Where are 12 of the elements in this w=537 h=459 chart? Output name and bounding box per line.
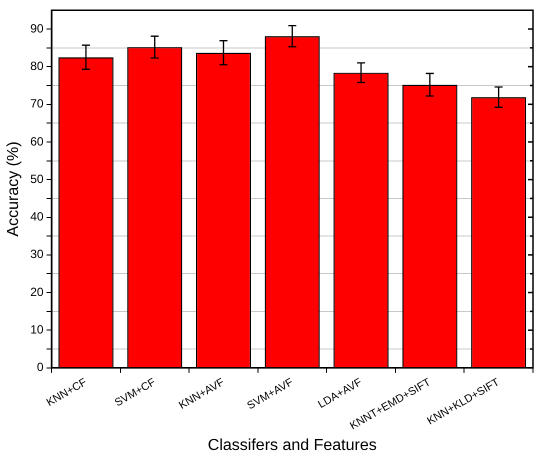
y-tick-label: 60 — [30, 134, 44, 148]
y-axis-title: Accuracy (%) — [5, 141, 22, 237]
y-tick-label: 10 — [30, 322, 44, 336]
y-tick-label: 0 — [36, 360, 44, 374]
y-tick-label: 40 — [30, 210, 44, 224]
y-tick-label: 50 — [30, 172, 44, 186]
y-tick-label: 80 — [30, 58, 44, 73]
y-tick-label: 70 — [30, 96, 44, 111]
y-tick-label: 90 — [30, 21, 44, 36]
x-axis-title: Classifers and Features — [208, 436, 377, 454]
y-tick-label: 20 — [30, 284, 44, 299]
y-tick-label: 30 — [30, 247, 44, 262]
